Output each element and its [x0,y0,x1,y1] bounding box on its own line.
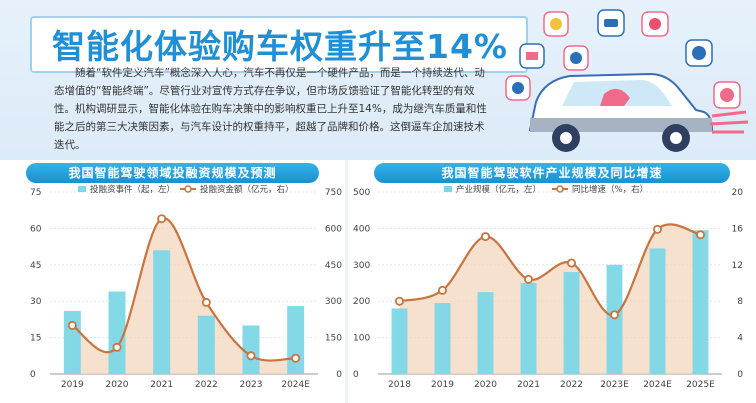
bar [477,292,494,374]
y-tick-label-right: 12 [732,261,743,271]
y-tick-label-right: 150 [325,334,342,344]
line-point [609,310,619,320]
x-tick-label: 2023E [600,380,629,390]
x-tick-label: 2021 [150,380,173,390]
line-point [157,214,167,224]
y-tick-label-right: 450 [325,261,342,271]
bar [649,248,666,374]
y-tick-label-left: 30 [30,297,42,307]
y-tick-label-right: 16 [732,224,744,234]
legend-label: 产业规模（亿元，左） [456,184,541,195]
app-icon-tiles [505,9,741,109]
bar [606,264,623,374]
y-tick-label-left: 60 [30,224,42,234]
legend-swatch-bar [78,186,86,192]
x-tick-label: 2022 [195,380,218,390]
bar [287,306,305,374]
legend-label: 投融资事件（起，左） [90,184,175,195]
bar [153,250,171,374]
x-tick-label: 2024E [281,380,310,390]
chart-title: 我国智能驾驶领域投融资规模及预测 [26,163,319,183]
bar [108,291,126,374]
line-point [652,224,662,234]
bar [563,272,580,374]
line-point [695,230,705,240]
x-tick-label: 2022 [560,380,583,390]
legend: 产业规模（亿元，左） 同比增速（%，右） [444,184,648,195]
line-point [438,285,448,295]
line-point [291,353,301,363]
page-title: 智能化体验购车权重升至14% [52,27,508,66]
legend: 投融资事件（起，左） 投融资金额（亿元，右） [78,184,294,195]
y-tick-label-right: 8 [737,297,743,307]
y-tick-label-left: 400 [353,224,370,234]
bar [242,325,260,374]
series-line [399,223,701,317]
legend-swatch-marker [556,185,564,193]
chart-panel-software: 我国智能驾驶软件产业规模及同比增速 0 100 200 300 400 500 0 4 8 12 1… [348,160,756,403]
y-tick-label-left: 0 [30,370,36,380]
bar [520,283,537,374]
car-illustration [505,9,749,152]
y-tick-label-right: 600 [325,224,342,234]
line-area-fill [399,224,701,374]
chart-title: 我国智能驾驶软件产业规模及同比增速 [374,163,730,183]
x-tick-label: 2024E [643,380,672,390]
legend-label: 投融资金额（亿元，右） [200,184,294,195]
y-tick-label-right: 300 [325,297,342,307]
y-tick-label-left: 45 [30,261,41,271]
line-area-fill [72,218,296,374]
x-tick-label: 2020 [474,380,497,390]
x-tick-label: 2021 [517,380,540,390]
bar [391,308,408,374]
x-tick-label: 2019 [431,380,454,390]
speed-lines [709,110,749,134]
chart-panel-investment: 我国智能驾驶领域投融资规模及预测 0 15 30 45 60 75 0 150 300 450 60… [0,160,345,403]
x-tick-label: 2025E [686,380,715,390]
header-section: 智能化体验购车权重升至14% 随着“软件定义汽车”概念深入人心，汽车不再仅是一个… [0,0,756,160]
intro-paragraph: 随着“软件定义汽车”概念深入人心，汽车不再仅是一个硬件产品，而是一个持续迭代、动… [54,67,487,151]
y-tick-label-left: 0 [353,370,359,380]
y-tick-label-left: 15 [30,334,41,344]
line-point [67,320,77,330]
line-point [246,351,256,361]
x-tick-label: 2018 [388,380,411,390]
x-tick-label: 2019 [61,380,84,390]
bar [434,303,451,374]
title-box: 智能化体验购车权重升至14% [30,16,528,73]
y-tick-label-left: 100 [353,334,370,344]
y-tick-label-left: 200 [353,297,370,307]
line-point [112,342,122,352]
line-point [523,274,533,284]
y-tick-label-right: 750 [325,188,342,198]
bar [197,315,215,374]
y-tick-label-left: 300 [353,261,370,271]
y-tick-label-right: 0 [737,370,743,380]
y-tick-label-left: 75 [30,188,41,198]
line-point [395,296,405,306]
line-point [480,232,490,242]
bar [63,310,81,374]
y-tick-label-right: 0 [336,370,342,380]
y-tick-label-left: 500 [353,188,370,198]
bar [692,230,709,374]
car-body [528,72,714,152]
y-tick-label-right: 20 [732,188,744,198]
legend-swatch-marker [184,185,192,193]
x-tick-label: 2020 [106,380,129,390]
y-tick-label-right: 4 [737,334,743,344]
legend-swatch-bar [444,186,452,192]
line-point [566,258,576,268]
x-tick-label: 2023 [240,380,263,390]
line-point [201,297,211,307]
software-market-chart: 0 100 200 300 400 500 0 4 8 12 16 20 产业规模（亿元，左） 同比增速（… [353,184,744,390]
legend-label: 同比增速（%，右） [572,184,648,195]
